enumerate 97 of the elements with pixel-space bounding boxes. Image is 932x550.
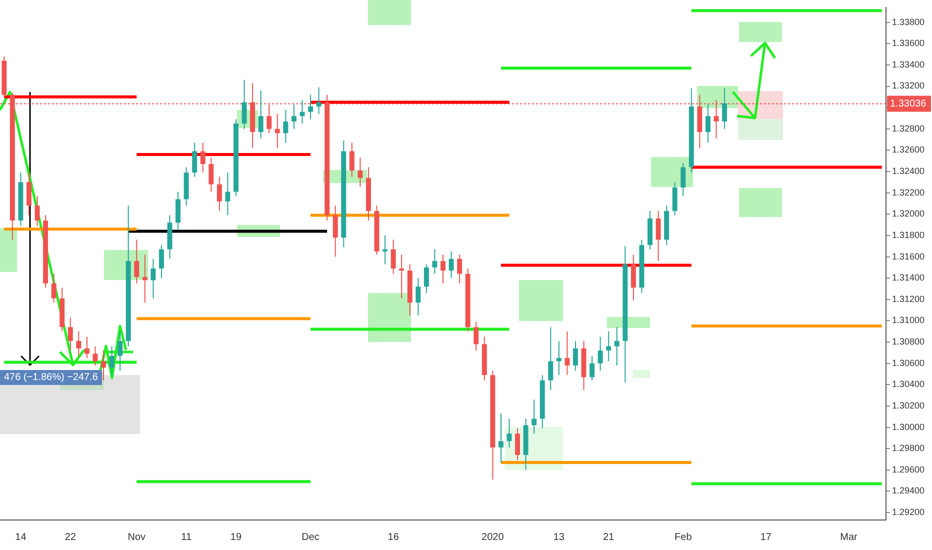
y-tick-label: 1.29600: [892, 464, 925, 474]
candlestick: [358, 157, 363, 187]
x-tick-label: Nov: [128, 532, 146, 543]
candlestick: [200, 142, 206, 174]
candlestick: [225, 172, 230, 216]
y-tick-label: 1.31400: [892, 272, 925, 283]
candlestick: [142, 254, 148, 304]
candlestick: [705, 104, 710, 144]
y-tick-label: 1.29200: [892, 507, 925, 518]
x-tick-label: 13: [553, 532, 565, 543]
candlestick: [300, 100, 305, 124]
candlestick: [51, 273, 56, 304]
candlestick: [208, 157, 214, 192]
candlestick: [291, 104, 296, 130]
candlestick: [440, 254, 446, 284]
y-tick-label: 1.31000: [892, 315, 925, 326]
y-tick-label: 1.30800: [892, 336, 925, 347]
annotation: 476 (−1.86%) −247.6: [0, 370, 102, 386]
candlestick: [26, 172, 32, 216]
x-tick-label: 22: [64, 532, 76, 543]
candlestick: [349, 142, 354, 178]
candlestick: [192, 142, 198, 178]
y-tick-label: 1.33200: [892, 80, 925, 91]
candlestick: [242, 79, 247, 130]
x-tick-label: 2020: [482, 532, 504, 543]
candlestick: [498, 412, 504, 463]
candlestick: [68, 317, 73, 352]
y-tick-label: 1.30000: [892, 422, 925, 432]
y-tick-label: 1.32600: [892, 144, 925, 155]
candlestick: [92, 346, 98, 366]
x-tick-label: Dec: [302, 532, 320, 543]
candlestick: [614, 326, 620, 366]
candlestick: [308, 94, 313, 120]
candlestick: [598, 336, 603, 372]
y-tick-label: 1.32800: [892, 123, 925, 134]
candlestick: [399, 254, 404, 299]
y-tick-label: 1.31600: [892, 251, 925, 262]
x-tick-label: 21: [603, 532, 615, 543]
candlestick: [532, 399, 537, 434]
candlestick: [134, 239, 140, 284]
ref-line-label: 1.33036: [890, 98, 927, 110]
candlestick: [564, 330, 570, 376]
y-tick-label: 1.31800: [892, 230, 925, 240]
candlestick: [176, 191, 181, 231]
y-tick-label: 1.33400: [892, 59, 925, 70]
y-tick-label: 1.29400: [892, 486, 925, 496]
y-tick-label: 1.30600: [892, 358, 925, 368]
x-tick-label: Feb: [674, 532, 692, 543]
candlestick: [216, 176, 222, 212]
x-tick-label: 14: [15, 532, 27, 543]
candlestick: [590, 355, 595, 381]
candlestick: [680, 162, 686, 197]
candlestick: [84, 336, 90, 359]
candlestick: [515, 428, 520, 461]
candlestick: [76, 330, 82, 356]
candlestick: [118, 330, 123, 372]
candlestick: [258, 90, 264, 139]
y-tick-label: 1.30200: [892, 400, 925, 410]
candlestick: [432, 248, 438, 274]
y-tick-label: 1.32000: [892, 208, 925, 219]
candlestick: [448, 250, 454, 279]
x-tick-label: 11: [181, 532, 192, 543]
candlestick: [474, 321, 479, 352]
candlestick: [332, 205, 338, 258]
candlestick: [158, 244, 164, 279]
candlestick: [424, 264, 429, 294]
candlestick: [34, 196, 40, 226]
x-tick-label: Mar: [840, 532, 858, 543]
candlestick: [506, 418, 512, 448]
candlestick: [606, 330, 612, 362]
candlestick: [573, 340, 578, 372]
x-tick-label: 17: [760, 532, 772, 543]
candlestick: [382, 234, 388, 265]
candlestick: [556, 340, 562, 376]
y-tick-label: 1.31200: [892, 294, 925, 304]
y-tick-label: 1.30400: [892, 379, 925, 390]
candlestick: [416, 278, 421, 316]
y-tick-label: 1.29800: [892, 443, 925, 454]
candlestick: [274, 113, 280, 149]
candlestick: [630, 254, 636, 301]
candlestick: [457, 254, 462, 284]
y-tick-label: 1.33600: [892, 38, 925, 48]
candlestick: [672, 182, 678, 216]
candlestick: [101, 350, 106, 381]
y-tick-label: 1.32200: [892, 187, 925, 198]
candlestick: [656, 210, 661, 262]
candlestick: [283, 109, 288, 144]
candlestick: [109, 346, 114, 376]
candlestick: [722, 88, 728, 130]
candlestick: [150, 258, 156, 299]
y-tick-label: 1.33800: [892, 16, 925, 27]
candlestick: [548, 326, 554, 390]
y-tick-label: 1.32400: [892, 166, 925, 176]
candlestick: [390, 239, 396, 274]
x-tick-label: 19: [230, 532, 242, 543]
candlestick: [316, 86, 322, 114]
x-tick-label: 16: [388, 532, 400, 543]
